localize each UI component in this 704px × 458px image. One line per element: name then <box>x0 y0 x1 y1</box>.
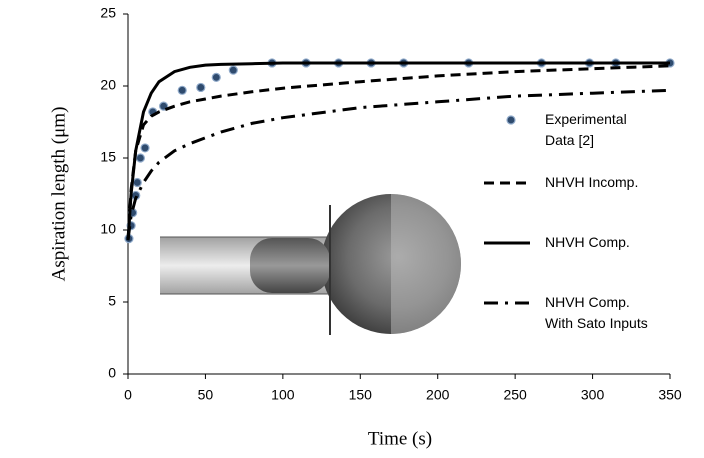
y-tick-label: 25 <box>100 5 116 21</box>
x-tick-label: 250 <box>503 387 527 403</box>
x-tick-label: 100 <box>271 387 295 403</box>
data-point <box>228 65 238 75</box>
x-tick-label: 0 <box>124 387 132 403</box>
legend-label: NHVH Comp. With Sato Inputs <box>545 294 648 331</box>
legend-marker <box>506 115 516 125</box>
legend-label: NHVH Comp. <box>545 234 630 250</box>
data-point <box>211 72 221 82</box>
data-point <box>196 82 206 93</box>
data-point <box>132 177 142 188</box>
series-line <box>126 88 671 241</box>
x-tick-label: 50 <box>198 387 214 403</box>
y-axis-title: Aspiration length (μm) <box>48 107 69 282</box>
data-point <box>135 153 145 163</box>
y-tick-label: 0 <box>108 365 116 381</box>
series-line <box>126 64 671 241</box>
y-tick-label: 10 <box>100 221 116 237</box>
y-tick-label: 15 <box>100 149 116 165</box>
x-axis-title: Time (s) <box>368 428 432 449</box>
data-point <box>140 143 150 153</box>
y-tick-label: 5 <box>108 293 116 309</box>
x-tick-label: 200 <box>426 387 450 403</box>
cell-illustration <box>160 194 461 335</box>
data-point <box>177 85 187 95</box>
x-tick-label: 350 <box>658 387 682 403</box>
x-tick-label: 150 <box>349 387 373 403</box>
legend-label: NHVH Incomp. <box>545 174 639 190</box>
y-tick-label: 20 <box>100 77 116 93</box>
legend-label: Experimental Data [2] <box>545 111 627 148</box>
x-tick-label: 300 <box>581 387 605 403</box>
series-line <box>126 61 670 241</box>
